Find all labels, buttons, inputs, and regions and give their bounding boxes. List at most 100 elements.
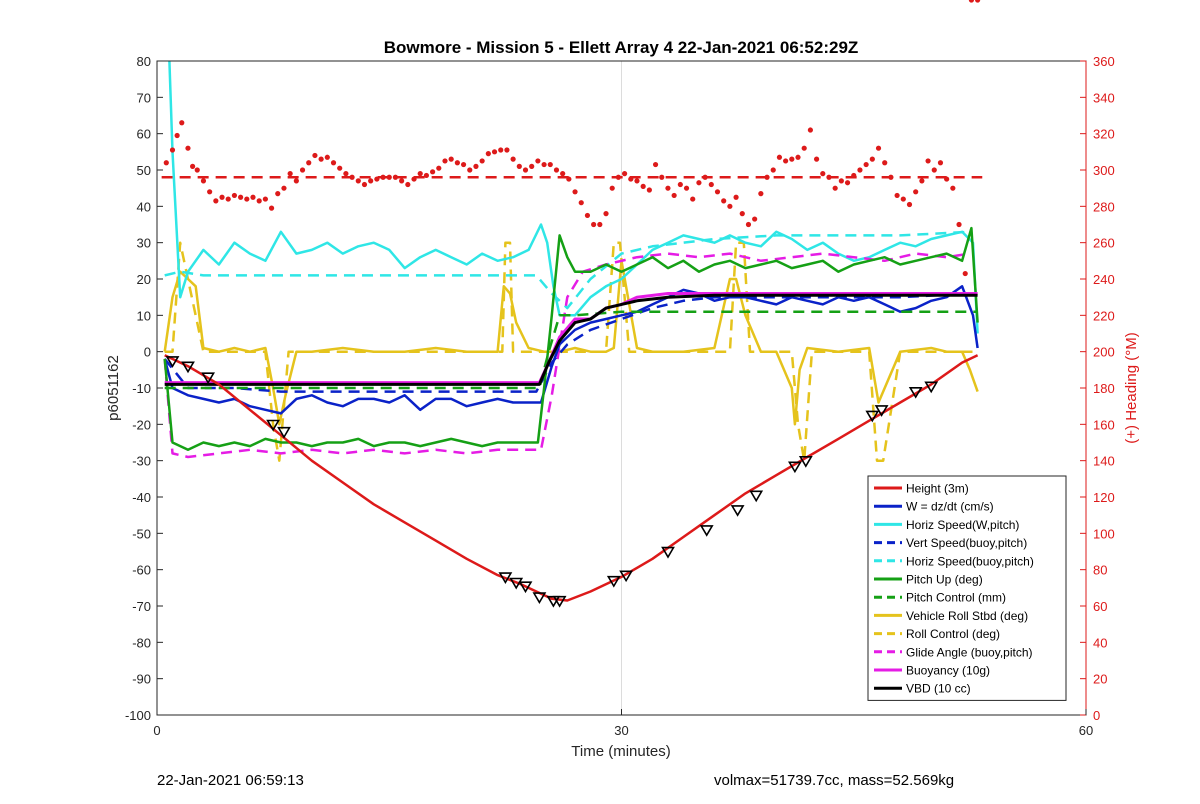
series-glide-angle-buoy-pitch bbox=[163, 252, 971, 459]
series-vehicle-roll-stbd-deg bbox=[163, 259, 979, 426]
heading-point bbox=[820, 171, 826, 177]
heading-point bbox=[807, 127, 813, 133]
heading-point bbox=[293, 178, 299, 184]
height-marker bbox=[266, 419, 281, 432]
heading-point bbox=[628, 176, 634, 182]
heading-point bbox=[708, 181, 714, 188]
heading-point bbox=[913, 189, 919, 195]
heading-point bbox=[962, 270, 968, 277]
legend-entry: Pitch Up (deg) bbox=[906, 573, 983, 587]
legend-entry: VBD (10 cc) bbox=[906, 682, 971, 696]
x-axis: 0 30 60 bbox=[153, 709, 1093, 738]
heading-point bbox=[485, 151, 491, 157]
heading-point bbox=[343, 171, 349, 177]
heading-point bbox=[386, 174, 392, 180]
heading-point bbox=[399, 178, 405, 184]
series-roll-control-deg bbox=[164, 241, 978, 462]
heading-point bbox=[194, 167, 200, 173]
y-axis-label: p6051162 bbox=[105, 355, 122, 421]
heading-point bbox=[863, 161, 869, 168]
y2-tick-label: 100 bbox=[1093, 526, 1115, 541]
heading-point bbox=[498, 147, 504, 153]
y-tick-label: -10 bbox=[132, 381, 151, 396]
y2-tick-label: 160 bbox=[1093, 417, 1115, 432]
series-vert-speed-buoy-pitch bbox=[163, 292, 970, 393]
heading-point bbox=[838, 178, 844, 184]
height-marker bbox=[661, 546, 675, 559]
heading-point bbox=[306, 160, 312, 166]
height-marker bbox=[787, 461, 802, 474]
y2-tick-label: 80 bbox=[1093, 563, 1107, 578]
heading-point bbox=[225, 196, 231, 202]
height-marker bbox=[277, 426, 291, 439]
y-tick-label: 10 bbox=[137, 308, 151, 323]
heading-point bbox=[615, 174, 622, 180]
x-tick-label: 30 bbox=[614, 723, 628, 738]
y2-tick-label: 340 bbox=[1093, 90, 1115, 105]
height-marker bbox=[181, 361, 195, 374]
y-tick-label: 40 bbox=[137, 199, 151, 214]
heading-point bbox=[529, 163, 535, 169]
heading-point bbox=[491, 149, 498, 155]
y2-tick-label: 180 bbox=[1093, 381, 1115, 396]
heading-point bbox=[268, 205, 275, 211]
heading-point bbox=[299, 167, 306, 173]
heading-point bbox=[844, 180, 851, 186]
legend-entry: Height (3m) bbox=[906, 482, 969, 496]
legend-entry: Vehicle Roll Stbd (deg) bbox=[906, 609, 1028, 623]
heading-point bbox=[968, 0, 975, 3]
y2-tick-label: 20 bbox=[1093, 672, 1107, 687]
height-marker bbox=[924, 381, 939, 394]
heading-point bbox=[752, 216, 758, 222]
heading-point bbox=[219, 194, 225, 200]
heading-point bbox=[937, 160, 944, 166]
heading-point bbox=[875, 145, 882, 151]
heading-point bbox=[950, 185, 956, 191]
height-marker bbox=[908, 386, 923, 399]
y2-tick-label: 320 bbox=[1093, 127, 1115, 142]
heading-point bbox=[312, 152, 318, 159]
heading-point bbox=[851, 172, 857, 179]
heading-point bbox=[566, 176, 572, 182]
marker-layer bbox=[165, 356, 939, 608]
y2-tick-label: 40 bbox=[1093, 635, 1107, 650]
heading-point bbox=[349, 174, 355, 180]
legend-entry: Buoyancy (10g) bbox=[906, 664, 990, 678]
heading-point bbox=[702, 174, 708, 180]
height-marker bbox=[874, 405, 889, 417]
heading-point bbox=[392, 174, 399, 180]
legend-entry: Horiz Speed(W,pitch) bbox=[906, 518, 1019, 532]
y-tick-label: -50 bbox=[132, 526, 151, 541]
heading-point bbox=[256, 198, 262, 204]
legend-entry: Roll Control (deg) bbox=[906, 627, 1000, 641]
heading-point bbox=[659, 174, 665, 180]
series-horiz-speed-w-pitch bbox=[168, 60, 979, 334]
series-pitch-control-mm bbox=[164, 310, 978, 390]
y-tick-label: 50 bbox=[137, 163, 151, 178]
heading-point bbox=[467, 167, 473, 173]
heading-point bbox=[417, 171, 423, 177]
legend-entry: Vert Speed(buoy,pitch) bbox=[906, 536, 1027, 550]
heading-point bbox=[163, 160, 169, 166]
heading-point bbox=[324, 154, 330, 160]
heading-point bbox=[591, 221, 597, 228]
heading-point bbox=[900, 196, 906, 202]
height-marker bbox=[509, 577, 524, 590]
height-marker bbox=[619, 570, 634, 583]
heading-point bbox=[925, 158, 931, 164]
chart-title: Bowmore - Mission 5 - Ellett Array 4 22-… bbox=[384, 38, 859, 57]
height-marker bbox=[518, 581, 533, 594]
heading-point bbox=[776, 154, 783, 160]
heading-point bbox=[405, 181, 411, 188]
heading-point bbox=[783, 158, 789, 164]
heading-point bbox=[504, 147, 510, 153]
legend-entry: W = dz/dt (cm/s) bbox=[906, 500, 994, 514]
heading-point bbox=[906, 201, 913, 208]
heading-point bbox=[665, 185, 671, 191]
y-tick-label: 20 bbox=[137, 272, 151, 287]
heading-point bbox=[894, 192, 900, 199]
heading-point bbox=[597, 221, 603, 228]
y-tick-label: 30 bbox=[137, 236, 151, 251]
heading-point bbox=[368, 178, 374, 184]
